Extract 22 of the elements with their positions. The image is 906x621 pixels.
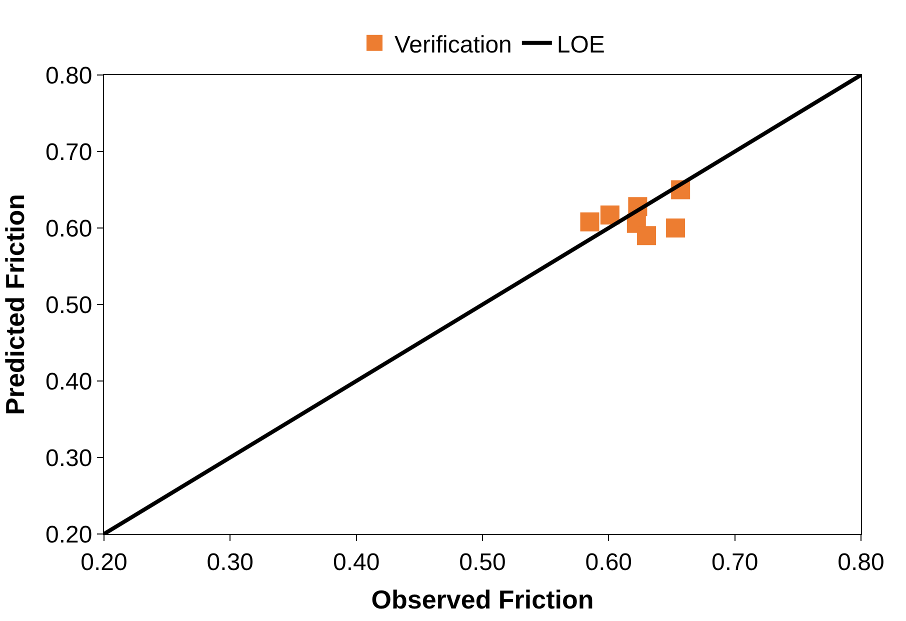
point (666, 218, 686, 238)
y-tick-label: 0.70 (45, 138, 92, 166)
point (580, 212, 600, 232)
x-tick-label: 0.20 (80, 548, 128, 576)
y-tick-label: 0.40 (45, 368, 92, 396)
y-tick-label: 0.20 (45, 521, 92, 548)
x-tick-label: 0.40 (332, 548, 380, 576)
y-tick-label: 0.80 (45, 62, 92, 90)
y-tick-label: 0.30 (45, 444, 92, 472)
x-axis-title: Observed Friction (371, 584, 594, 614)
x-tick-label: 0.60 (585, 548, 632, 576)
y-tick-label: 0.50 (45, 292, 92, 319)
legend-label: LOE (556, 31, 605, 58)
point (637, 226, 656, 246)
x-tick-label: 0.50 (459, 548, 506, 576)
y-tick-label: 0.60 (45, 215, 92, 242)
x-tick-label: 0.70 (711, 548, 758, 576)
x-tick-label: 0.80 (838, 548, 884, 576)
y-axis-title: Predicted Friction (0, 194, 30, 416)
point (600, 205, 620, 224)
legend-label: Verification (394, 31, 512, 58)
x-tick-label: 0.30 (206, 548, 254, 576)
